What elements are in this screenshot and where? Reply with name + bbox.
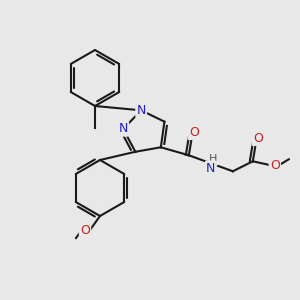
Text: N: N bbox=[118, 122, 128, 135]
Text: O: O bbox=[253, 132, 263, 145]
Text: O: O bbox=[189, 126, 199, 139]
Text: O: O bbox=[80, 224, 90, 236]
Text: O: O bbox=[270, 159, 280, 172]
Text: N: N bbox=[206, 162, 215, 175]
Text: H: H bbox=[208, 154, 217, 164]
Text: N: N bbox=[136, 104, 146, 117]
